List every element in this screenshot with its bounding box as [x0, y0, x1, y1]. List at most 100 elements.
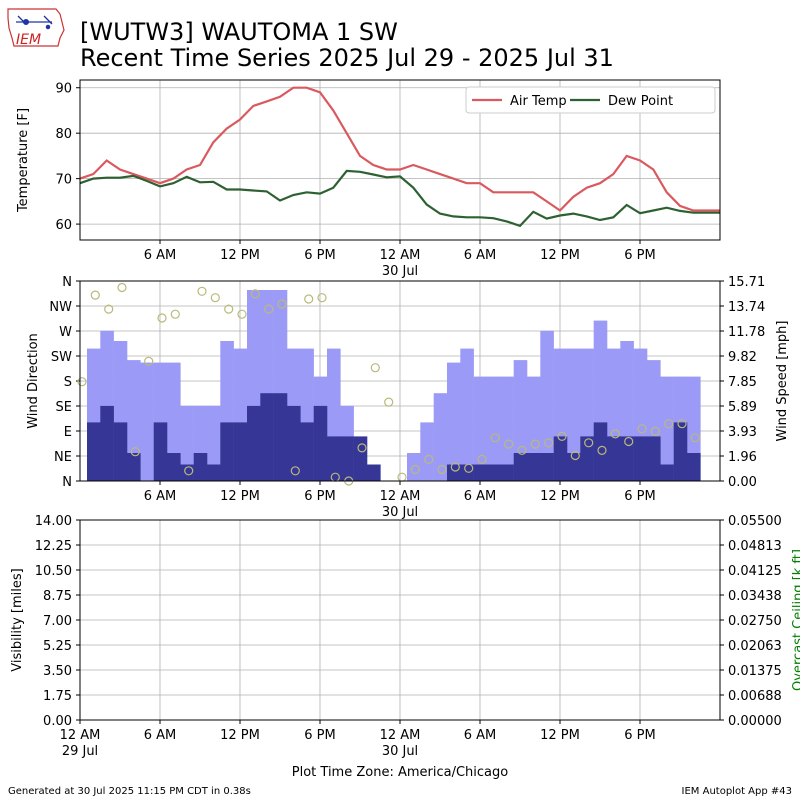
speed-bar [553, 436, 568, 481]
speed-bar [540, 453, 554, 481]
speed-bar [687, 453, 701, 481]
wind-direction-marker [264, 304, 274, 314]
direction-tick-label: NE [54, 450, 72, 465]
speed-bar [353, 436, 368, 481]
wind-direction-marker [370, 363, 380, 373]
y-axis-label: Visibility [miles] [10, 568, 25, 671]
speed-bar [287, 405, 301, 481]
iowa-outline-icon [7, 8, 65, 47]
wind-direction-marker [290, 466, 300, 476]
wind-direction-marker [210, 293, 220, 303]
wind-direction-marker [477, 454, 487, 464]
gust-bar [180, 405, 194, 481]
iem-logo: IEM [7, 8, 65, 48]
x-tick-label: 6 AM [464, 489, 497, 504]
speed-bar [207, 464, 221, 481]
speed-tick-label: 1.96 [728, 450, 757, 465]
speed-bar [153, 422, 168, 481]
gust-bar [540, 330, 554, 481]
title-line-2: Recent Time Series 2025 Jul 29 - 2025 Ju… [80, 44, 614, 72]
wind-direction-marker [184, 466, 194, 476]
gust-bar [473, 376, 488, 481]
x-tick-label: 6 PM [624, 728, 655, 743]
wind-direction-marker [357, 443, 367, 453]
visibility-tick-label: 10.50 [35, 564, 72, 579]
y2-axis-label: Wind Speed [mph] [775, 321, 790, 442]
x-tick-label: 12 PM [220, 248, 260, 263]
x-tick-sublabel: 30 Jul [382, 505, 418, 520]
x-tick-label: 6 AM [464, 728, 497, 743]
speed-bar [607, 436, 621, 481]
x-tick-label: 12 PM [220, 489, 260, 504]
gust-bar [420, 422, 434, 481]
wind-direction-marker [490, 433, 500, 443]
visibility-tick-label: 3.50 [43, 664, 72, 679]
gust-bar [660, 376, 674, 481]
wind-direction-marker [157, 313, 167, 323]
x-tick-label: 6 AM [464, 248, 497, 263]
wind-direction-marker [570, 450, 580, 461]
speed-bar [167, 453, 181, 481]
logo-text: IEM [16, 32, 41, 48]
direction-tick-label: S [64, 375, 72, 390]
gust-bar [407, 453, 421, 481]
ceiling-tick-label: 0.00000 [728, 714, 782, 729]
speed-bar [500, 464, 514, 481]
speed-bar [473, 464, 488, 481]
speed-bar [87, 422, 101, 481]
x-tick-label: 6 AM [144, 728, 177, 743]
wind-direction-marker [90, 290, 100, 300]
wind-direction-marker [664, 419, 674, 429]
gust-bar [207, 405, 221, 481]
gust-bar [447, 362, 461, 481]
x-tick-label: 6 PM [304, 248, 335, 263]
gust-bar [487, 376, 501, 481]
series-line-dew-point [79, 169, 720, 228]
wind-direction-marker [104, 304, 114, 314]
wind-direction-marker [224, 304, 234, 314]
speed-bar [127, 453, 141, 481]
visibility-tick-label: 5.25 [43, 639, 72, 654]
speed-bar [447, 464, 461, 481]
wind-direction-marker [677, 419, 687, 429]
wind-direction-marker [584, 438, 594, 448]
x-tick-label: 12 AM [380, 728, 421, 743]
ceiling-tick-label: 0.02750 [728, 614, 782, 629]
ceiling-tick-label: 0.04125 [728, 564, 782, 579]
x-tick-label: 12 AM [60, 728, 101, 743]
y-tick-label: 90 [55, 82, 72, 97]
speed-tick-label: 13.74 [728, 300, 765, 315]
gust-bar [127, 360, 141, 481]
wind-direction-marker [597, 445, 607, 455]
speed-bar [593, 422, 608, 481]
speed-bar [193, 453, 208, 481]
y-axis-label: Wind Direction [26, 333, 41, 429]
wind-direction-marker [557, 431, 567, 441]
x-tick-sublabel: 29 Jul [62, 744, 98, 759]
speed-bar [300, 422, 314, 481]
direction-tick-label: N [62, 275, 72, 290]
wind-direction-marker [397, 472, 407, 482]
wind-direction-marker [410, 464, 420, 475]
wind-direction-marker [277, 299, 287, 309]
speed-bar [220, 422, 234, 481]
speed-bar [327, 436, 341, 481]
wind-direction-marker [424, 454, 434, 464]
speed-bar [580, 436, 594, 481]
speed-tick-label: 11.78 [728, 325, 765, 340]
visibility-ceiling-panel: 0.00 0.00000 1.75 0.00688 3.50 0.01375 5.25 0.0… [10, 514, 800, 759]
speed-bar [313, 405, 328, 481]
visibility-tick-label: 7.00 [43, 614, 72, 629]
x-tick-label: 6 AM [144, 248, 177, 263]
ceiling-tick-label: 0.05500 [728, 514, 782, 529]
speed-bar [460, 464, 474, 481]
wind-direction-marker [250, 289, 260, 299]
speed-tick-label: 5.89 [728, 400, 757, 415]
ceiling-tick-label: 0.02063 [728, 639, 782, 654]
visibility-tick-label: 14.00 [35, 514, 72, 529]
x-tick-label: 12 AM [380, 248, 421, 263]
direction-tick-label: N [62, 475, 72, 490]
x-tick-label: 12 PM [540, 248, 580, 263]
speed-bar [567, 453, 581, 481]
wind-direction-marker [610, 429, 620, 439]
